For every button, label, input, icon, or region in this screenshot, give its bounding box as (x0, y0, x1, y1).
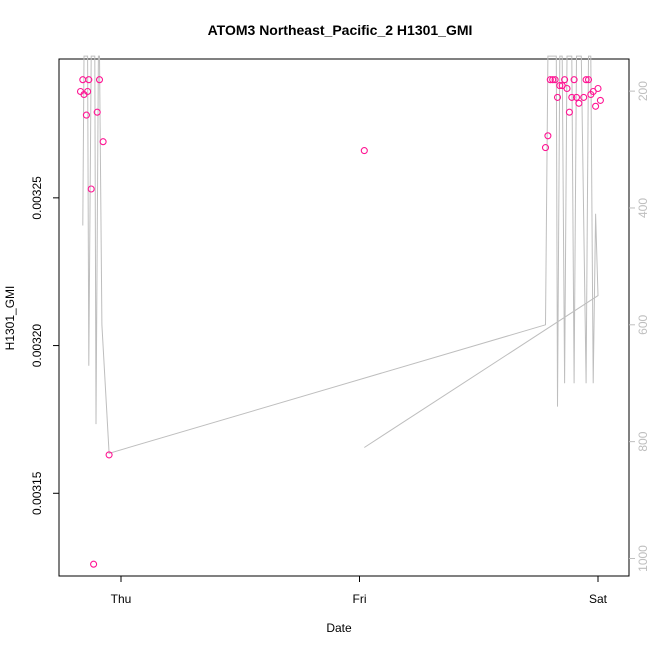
y2-tick-label: 1000 (636, 545, 650, 572)
x-tick-label: Thu (111, 592, 132, 606)
x-tick-label: Sat (589, 592, 608, 606)
data-point (541, 144, 550, 152)
y-tick-label: 0.00325 (30, 176, 44, 220)
pressure-line-layer (82, 55, 599, 454)
data-point (90, 560, 98, 568)
y2-tick-label: 400 (636, 198, 650, 218)
data-point (572, 93, 581, 101)
data-point (561, 76, 569, 84)
data-point (549, 76, 557, 84)
x-tick-label: Fri (353, 592, 367, 606)
data-point (553, 93, 562, 101)
data-point (592, 102, 600, 110)
x-axis: Thu Fri Sat (111, 576, 608, 606)
y2-tick-label: 800 (636, 431, 650, 451)
data-point (82, 111, 90, 119)
data-point (93, 108, 101, 116)
data-point (546, 76, 554, 84)
data-point (79, 76, 87, 84)
chart-title: ATOM3 Northeast_Pacific_2 H1301_GMI (208, 22, 473, 38)
data-point (105, 451, 113, 459)
data-point (582, 76, 590, 84)
x-axis-label: Date (326, 621, 352, 635)
data-point (551, 76, 559, 84)
data-point (87, 185, 95, 193)
data-point (563, 84, 571, 93)
y-axis-label: H1301_GMI (3, 286, 17, 351)
data-point (570, 76, 578, 84)
y2-axis: 200 400 600 800 1000 (629, 81, 650, 572)
y2-tick-label: 200 (636, 81, 650, 101)
data-point (580, 93, 588, 101)
data-point (360, 147, 368, 155)
y2-tick-label: 600 (636, 314, 650, 334)
data-point (594, 84, 602, 93)
y-tick-label: 0.00320 (30, 324, 44, 368)
plot-frame (58, 58, 630, 577)
data-point (584, 76, 593, 84)
y-axis: 0.00315 0.00320 0.00325 (30, 176, 59, 515)
data-point (544, 132, 552, 140)
data-point (85, 76, 93, 84)
data-point (565, 108, 573, 116)
data-point (99, 138, 107, 146)
data-point (575, 99, 583, 107)
data-point (84, 87, 92, 96)
y-tick-label: 0.00315 (30, 471, 44, 515)
pressure-series-line (82, 55, 599, 454)
data-points-layer (76, 76, 604, 568)
data-point (95, 76, 104, 84)
data-point (568, 93, 576, 101)
data-point (596, 96, 604, 104)
data-point (556, 82, 564, 90)
